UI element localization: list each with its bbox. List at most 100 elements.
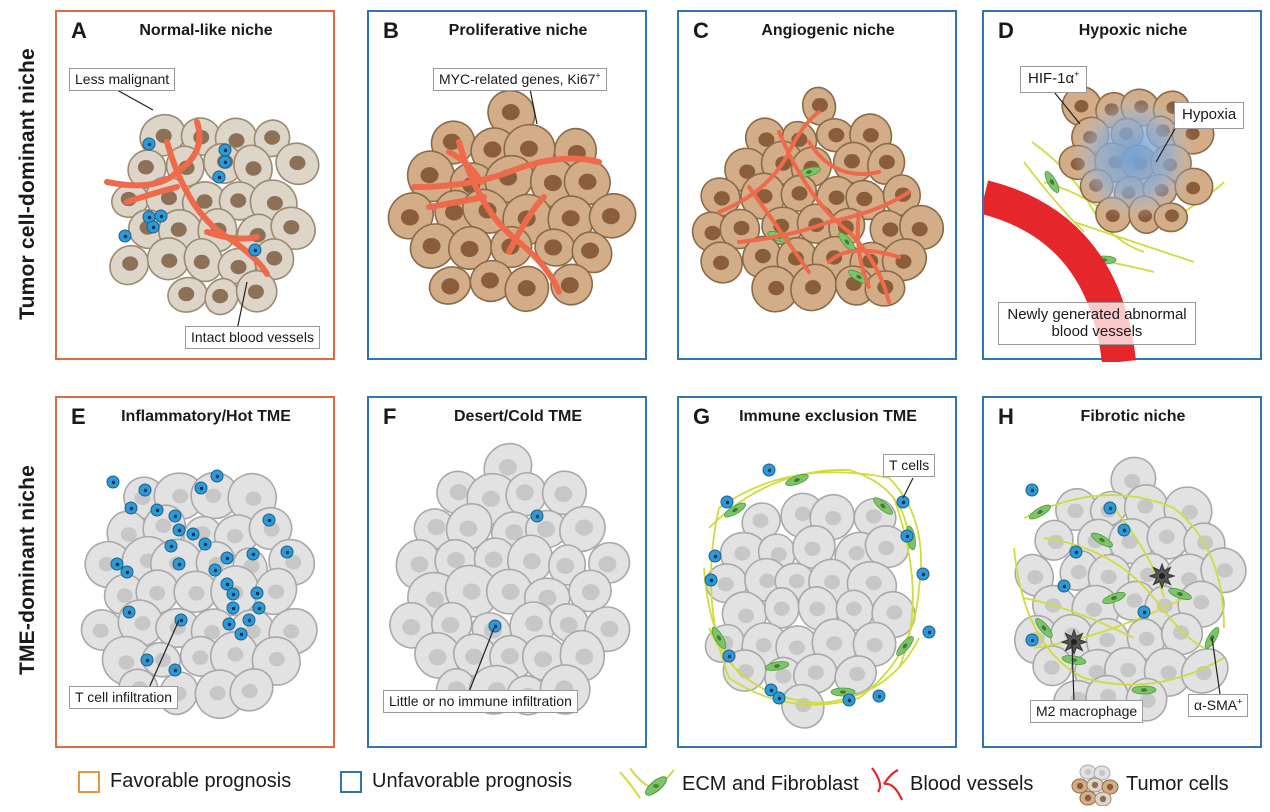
- t-cell: [842, 693, 856, 707]
- t-cell: [280, 545, 294, 559]
- t-cell: [896, 495, 910, 509]
- panel-letter: A: [71, 18, 87, 43]
- ecm-fiber: [1023, 597, 1135, 639]
- m2-macrophage: [1148, 562, 1176, 590]
- tumor-cell: [275, 142, 320, 186]
- tumor-cell: [763, 587, 800, 629]
- panel-title: Immune exclusion TME: [739, 408, 917, 425]
- blood-vessel: [777, 130, 891, 304]
- tumor-cell: [413, 508, 456, 550]
- legend-label: Blood vessels: [910, 772, 1034, 795]
- hypoxia-zone: [1072, 95, 1196, 219]
- fibroblast: [785, 474, 809, 486]
- t-cell: [772, 691, 786, 705]
- tumor-cell: [167, 276, 208, 313]
- callout-new-vessels: Newly generated abnormal blood vessels: [998, 302, 1196, 345]
- tumor-cell: [229, 668, 274, 712]
- fibroblast: [1044, 171, 1060, 193]
- tumor-cell: [881, 238, 928, 282]
- blood-vessel-icon: [871, 767, 904, 801]
- t-cell-group: [106, 469, 294, 677]
- callout-no-infiltration: Little or no immune infiltration: [383, 690, 578, 714]
- tumor-cell: [183, 238, 224, 283]
- row-label-tme: TME-dominant niche: [16, 464, 39, 676]
- t-cell-group: [488, 509, 544, 633]
- blood-vessel-network: [717, 110, 911, 304]
- callout-t-infiltration: T cell infiltration: [69, 686, 179, 710]
- row-label-tumor: Tumor cell-dominant niche: [16, 48, 39, 320]
- panel-e: E Inflammatory/Hot TME T cell infiltrati…: [55, 396, 335, 748]
- tumor-cell: [445, 503, 493, 551]
- legend-label: Tumor cells: [1126, 772, 1229, 795]
- t-cell: [1025, 633, 1039, 647]
- panel-f-illustration: [389, 442, 631, 716]
- tumor-cell: [790, 263, 837, 312]
- favorable-swatch-icon: [78, 770, 100, 793]
- callout-sma: α-SMA+: [1188, 694, 1249, 718]
- t-cell: [138, 483, 152, 497]
- ecm-fiber: [1013, 547, 1225, 686]
- t-cell: [212, 170, 226, 184]
- panel-c-illustration: [691, 86, 945, 313]
- tumor-cells-icon: [1071, 764, 1119, 806]
- m2-macrophage: [1060, 628, 1088, 656]
- legend-label: Unfavorable prognosis: [372, 770, 573, 792]
- callout-m2-macrophage: M2 macrophage: [1030, 700, 1144, 724]
- t-cell: [226, 601, 240, 615]
- t-cell: [764, 683, 778, 697]
- panel-h-illustration: [1013, 456, 1247, 723]
- t-cell: [722, 649, 736, 663]
- t-cell: [1057, 579, 1071, 593]
- panel-letter: E: [71, 404, 86, 429]
- fibroblast-group: [1029, 504, 1220, 695]
- tumor-cell: [835, 589, 875, 631]
- t-cell: [218, 155, 232, 169]
- callout-less-malignant: Less malignant: [69, 68, 176, 92]
- panel-f: F Desert/Cold TME Little or no immune in…: [367, 396, 647, 748]
- fibroblast: [724, 502, 746, 518]
- tumor-cell: [504, 265, 550, 313]
- ecm-fiber: [1113, 507, 1165, 599]
- panel-title: Hypoxic niche: [1078, 22, 1188, 39]
- legend: Favorable prognosis Unfavorable prognosi…: [0, 760, 1270, 810]
- ecm-fiber: [708, 469, 910, 549]
- blood-vessel-network: [411, 139, 602, 295]
- fibroblast: [1131, 685, 1157, 695]
- blood-vessel: [737, 190, 911, 244]
- panel-title: Desert/Cold TME: [453, 408, 582, 425]
- tumor-cell: [127, 149, 167, 189]
- t-cell: [106, 475, 120, 489]
- tumor-cell: [815, 118, 855, 153]
- tumor-cell: [751, 265, 799, 313]
- ecm-fiber: [1043, 537, 1205, 649]
- fibroblast: [896, 636, 914, 656]
- ecm-fiber: [1023, 494, 1225, 629]
- blood-vessel-network: [104, 119, 270, 277]
- callout-hypoxia: Hypoxia: [1174, 102, 1245, 129]
- panel-g-illustration: [703, 463, 936, 729]
- tumor-cell: [550, 263, 594, 306]
- tumor-cell: [1146, 516, 1189, 560]
- t-cell: [198, 537, 212, 551]
- blood-vessel: [506, 194, 547, 255]
- t-cell: [1137, 605, 1151, 619]
- legend-label: Favorable prognosis: [110, 770, 292, 792]
- tumor-cell: [563, 159, 611, 206]
- t-cell: [488, 619, 502, 633]
- t-cell: [172, 523, 186, 537]
- t-cell-group: [704, 463, 936, 707]
- panel-title: Proliferative niche: [448, 22, 588, 39]
- callout-intact-vessels: Intact blood vessels: [185, 326, 320, 350]
- t-cell: [1069, 545, 1083, 559]
- t-cell: [762, 463, 776, 477]
- panel-letter: B: [383, 18, 399, 43]
- panel-title: Angiogenic niche: [761, 22, 895, 39]
- tumor-cell: [534, 228, 576, 267]
- tumor-cell: [719, 208, 761, 250]
- t-cell: [168, 663, 182, 677]
- t-cell: [1025, 483, 1039, 497]
- t-cell: [142, 137, 156, 151]
- blood-vessel: [411, 155, 602, 190]
- t-cell-group: [1025, 483, 1151, 647]
- t-cell: [1117, 523, 1131, 537]
